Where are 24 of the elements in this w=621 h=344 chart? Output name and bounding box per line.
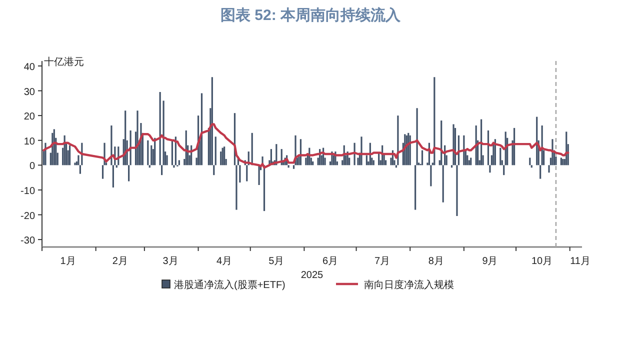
x-axis-title: 2025 [300,270,324,281]
y-tick-label: -20 [20,210,36,222]
x-tick-label: 1月 [60,256,76,267]
y-tick-label: -30 [20,236,36,247]
x-tick-label: 10月 [532,256,553,267]
y-tick-label: 0 [29,161,36,172]
x-tick-label: 2月 [112,256,128,267]
y-axis-title: 十亿港元 [44,56,84,68]
y-tick-label: 20 [24,112,36,123]
x-tick-label: 11月 [570,256,590,267]
x-tick-label: 6月 [322,256,338,267]
x-tick-label: 3月 [162,256,178,267]
x-tick-label: 8月 [428,256,444,267]
x-tick-label: 9月 [482,256,498,267]
y-tick-label: -10 [20,186,36,197]
legend-label: 南向日度净流入规模 [364,279,454,291]
x-tick-label: 7月 [374,256,390,267]
y-tick-label: 40 [24,62,36,73]
x-tick-label: 4月 [216,256,232,267]
chart-title: 图表 52: 本周南向持续流入 [220,6,402,24]
legend-label: 港股通净流入(股票+ETF) [174,279,286,291]
x-tick-label: 5月 [268,256,284,267]
y-tick-label: 10 [24,136,36,148]
y-tick-label: 30 [24,86,36,98]
